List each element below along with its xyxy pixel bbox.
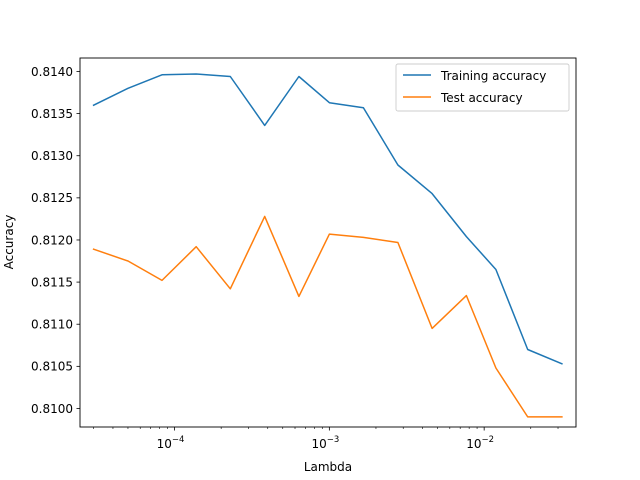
series-line-0: [92, 73, 563, 365]
x-tick-label: 10−3: [311, 435, 339, 451]
y-tick-label: 0.8135: [31, 107, 73, 121]
y-axis-label: Accuracy: [2, 215, 16, 270]
series-line-1: [92, 215, 563, 418]
y-tick-label: 0.8105: [31, 360, 73, 374]
y-tick-label: 0.8110: [31, 318, 73, 332]
legend-box: [395, 63, 570, 112]
y-tick-label: 0.8140: [31, 65, 73, 79]
x-tick-label: 10−4: [157, 435, 185, 451]
plot-frame: [79, 57, 577, 428]
y-tick-label: 0.8120: [31, 233, 73, 247]
y-tick-label: 0.8125: [31, 191, 73, 205]
x-axis: 10−4 10−3 10−2: [93, 427, 559, 451]
y-axis: 0.8100 0.8105 0.8110 0.8115 0.8120 0.8125 0.81…: [31, 65, 80, 416]
x-axis-label: Lambda: [304, 460, 352, 474]
y-tick-label: 0.8115: [31, 275, 73, 289]
y-tick-label: 0.8130: [31, 149, 73, 163]
legend-label-test: Test accuracy: [440, 91, 523, 105]
legend-label-training: Training accuracy: [440, 69, 546, 83]
series-layer: [92, 73, 563, 418]
y-tick-label: 0.8100: [31, 402, 73, 416]
legend: Training accuracy Test accuracy: [395, 63, 570, 112]
x-tick-label: 10−2: [466, 435, 494, 451]
